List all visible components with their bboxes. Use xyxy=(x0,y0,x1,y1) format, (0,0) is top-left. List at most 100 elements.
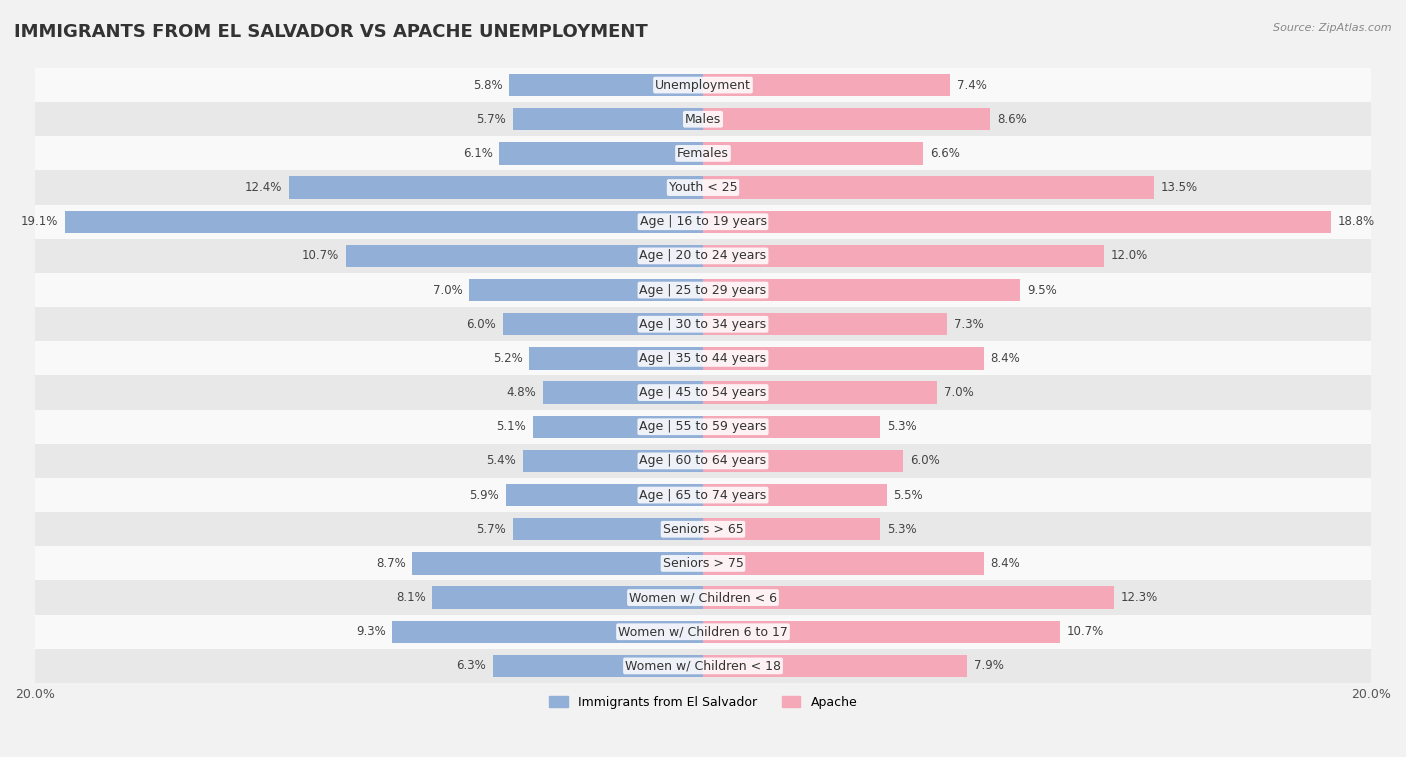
Text: 5.8%: 5.8% xyxy=(472,79,502,92)
Bar xyxy=(35,478,1371,512)
Text: 10.7%: 10.7% xyxy=(302,249,339,263)
Text: 8.4%: 8.4% xyxy=(990,352,1019,365)
Bar xyxy=(35,136,1371,170)
Bar xyxy=(703,450,904,472)
Bar xyxy=(35,102,1371,136)
Text: 6.0%: 6.0% xyxy=(910,454,939,467)
Legend: Immigrants from El Salvador, Apache: Immigrants from El Salvador, Apache xyxy=(544,690,862,714)
Bar xyxy=(470,279,703,301)
Text: 12.4%: 12.4% xyxy=(245,181,283,194)
Text: 6.0%: 6.0% xyxy=(467,318,496,331)
Text: 5.3%: 5.3% xyxy=(887,420,917,433)
Bar xyxy=(703,313,946,335)
Text: 7.4%: 7.4% xyxy=(957,79,987,92)
Text: 6.3%: 6.3% xyxy=(456,659,486,672)
Text: 8.7%: 8.7% xyxy=(375,557,406,570)
Bar xyxy=(703,416,880,438)
Text: 8.6%: 8.6% xyxy=(997,113,1026,126)
Text: Youth < 25: Youth < 25 xyxy=(669,181,737,194)
Bar xyxy=(703,210,1331,233)
Text: 9.3%: 9.3% xyxy=(356,625,385,638)
Text: Women w/ Children < 6: Women w/ Children < 6 xyxy=(628,591,778,604)
Text: 5.9%: 5.9% xyxy=(470,488,499,502)
Text: Females: Females xyxy=(678,147,728,160)
Text: 5.7%: 5.7% xyxy=(477,523,506,536)
Bar xyxy=(35,68,1371,102)
Text: 6.6%: 6.6% xyxy=(931,147,960,160)
Text: Women w/ Children 6 to 17: Women w/ Children 6 to 17 xyxy=(619,625,787,638)
Bar xyxy=(513,518,703,540)
Bar xyxy=(65,210,703,233)
Bar xyxy=(703,484,887,506)
Bar xyxy=(35,170,1371,204)
Text: Age | 25 to 29 years: Age | 25 to 29 years xyxy=(640,284,766,297)
Bar xyxy=(703,176,1154,198)
Bar xyxy=(703,279,1021,301)
Text: 7.0%: 7.0% xyxy=(943,386,973,399)
Text: Age | 65 to 74 years: Age | 65 to 74 years xyxy=(640,488,766,502)
Bar xyxy=(509,74,703,96)
Bar xyxy=(502,313,703,335)
Text: 5.5%: 5.5% xyxy=(893,488,922,502)
Text: 8.1%: 8.1% xyxy=(396,591,426,604)
Text: 7.0%: 7.0% xyxy=(433,284,463,297)
Bar xyxy=(392,621,703,643)
Bar xyxy=(499,142,703,164)
Text: 5.2%: 5.2% xyxy=(494,352,523,365)
Bar xyxy=(703,621,1060,643)
Text: Seniors > 75: Seniors > 75 xyxy=(662,557,744,570)
Text: Age | 55 to 59 years: Age | 55 to 59 years xyxy=(640,420,766,433)
Bar xyxy=(35,410,1371,444)
Text: IMMIGRANTS FROM EL SALVADOR VS APACHE UNEMPLOYMENT: IMMIGRANTS FROM EL SALVADOR VS APACHE UN… xyxy=(14,23,648,41)
Bar xyxy=(346,245,703,267)
Text: 7.3%: 7.3% xyxy=(953,318,983,331)
Text: 12.3%: 12.3% xyxy=(1121,591,1157,604)
Bar xyxy=(35,615,1371,649)
Bar xyxy=(703,142,924,164)
Bar xyxy=(703,245,1104,267)
Bar xyxy=(35,444,1371,478)
Bar xyxy=(35,307,1371,341)
Bar xyxy=(412,553,703,575)
Bar xyxy=(288,176,703,198)
Bar xyxy=(35,238,1371,273)
Text: 4.8%: 4.8% xyxy=(506,386,536,399)
Text: 19.1%: 19.1% xyxy=(21,215,58,229)
Text: Age | 16 to 19 years: Age | 16 to 19 years xyxy=(640,215,766,229)
Bar xyxy=(35,375,1371,410)
Text: 8.4%: 8.4% xyxy=(990,557,1019,570)
Bar xyxy=(35,341,1371,375)
Bar xyxy=(703,108,990,130)
Bar xyxy=(35,273,1371,307)
Bar xyxy=(433,587,703,609)
Text: 5.1%: 5.1% xyxy=(496,420,526,433)
Bar xyxy=(35,581,1371,615)
Text: 5.7%: 5.7% xyxy=(477,113,506,126)
Text: Males: Males xyxy=(685,113,721,126)
Bar xyxy=(35,547,1371,581)
Text: 5.4%: 5.4% xyxy=(486,454,516,467)
Bar xyxy=(492,655,703,677)
Bar xyxy=(703,518,880,540)
Bar xyxy=(529,347,703,369)
Text: 13.5%: 13.5% xyxy=(1160,181,1198,194)
Bar xyxy=(523,450,703,472)
Text: Age | 45 to 54 years: Age | 45 to 54 years xyxy=(640,386,766,399)
Text: 9.5%: 9.5% xyxy=(1026,284,1057,297)
Bar xyxy=(703,553,984,575)
Text: 5.3%: 5.3% xyxy=(887,523,917,536)
Text: Age | 60 to 64 years: Age | 60 to 64 years xyxy=(640,454,766,467)
Text: Source: ZipAtlas.com: Source: ZipAtlas.com xyxy=(1274,23,1392,33)
Bar xyxy=(533,416,703,438)
Text: Unemployment: Unemployment xyxy=(655,79,751,92)
Bar xyxy=(506,484,703,506)
Text: 12.0%: 12.0% xyxy=(1111,249,1147,263)
Bar xyxy=(703,74,950,96)
Text: 7.9%: 7.9% xyxy=(973,659,1004,672)
Text: 10.7%: 10.7% xyxy=(1067,625,1104,638)
Bar xyxy=(703,655,967,677)
Text: 6.1%: 6.1% xyxy=(463,147,492,160)
Text: Age | 20 to 24 years: Age | 20 to 24 years xyxy=(640,249,766,263)
Text: Seniors > 65: Seniors > 65 xyxy=(662,523,744,536)
Bar xyxy=(35,512,1371,547)
